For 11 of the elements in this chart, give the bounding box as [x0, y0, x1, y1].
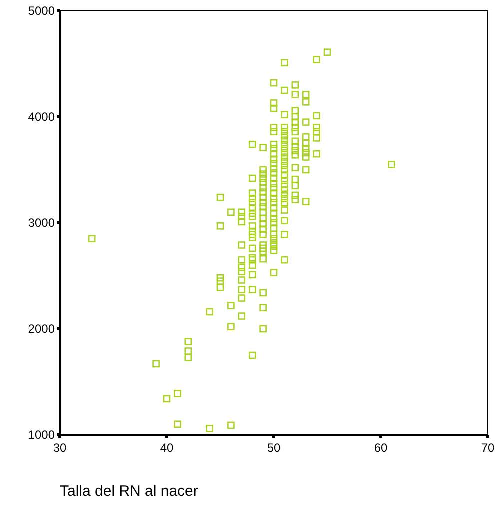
y-tick-label: 1000 [28, 428, 56, 442]
y-tick-label: 4000 [28, 110, 56, 124]
y-tick-label: 2000 [28, 322, 56, 336]
x-tick-label: 30 [53, 441, 67, 455]
x-tick-label: 40 [160, 441, 174, 455]
y-tick-label: 3000 [28, 216, 56, 230]
x-tick-label: 60 [374, 441, 388, 455]
x-tick-label: 50 [267, 441, 281, 455]
x-axis-title: Talla del RN al nacer [60, 483, 198, 500]
y-tick-label: 5000 [28, 4, 56, 18]
x-tick-label: 70 [481, 441, 495, 455]
